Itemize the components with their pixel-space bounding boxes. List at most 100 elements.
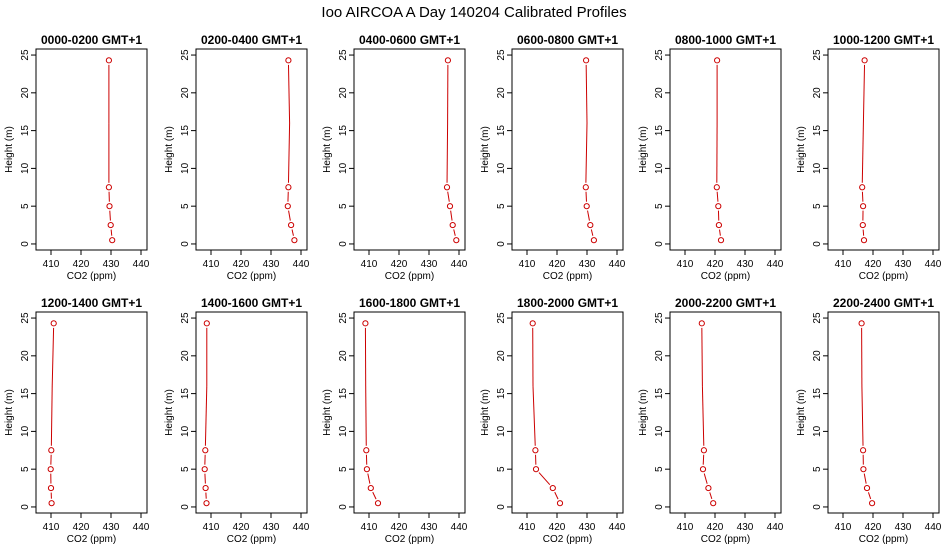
y-tick-label: 10 bbox=[812, 162, 823, 174]
x-axis-label: CO2 (ppm) bbox=[67, 271, 116, 282]
y-tick-label: 25 bbox=[654, 49, 665, 61]
x-axis-label: CO2 (ppm) bbox=[859, 271, 908, 282]
series-segment bbox=[287, 123, 291, 183]
y-tick-label: 20 bbox=[496, 87, 507, 99]
y-tick-label: 5 bbox=[654, 203, 665, 209]
panel-title: 1800-2000 GMT+1 bbox=[517, 296, 618, 310]
x-tick-label: 430 bbox=[579, 522, 596, 533]
x-tick-label: 420 bbox=[549, 259, 566, 270]
y-tick-label: 5 bbox=[338, 466, 349, 472]
y-tick-label: 5 bbox=[180, 203, 191, 209]
data-point bbox=[860, 447, 867, 454]
series-segment bbox=[703, 473, 708, 484]
y-tick-label: 0 bbox=[180, 241, 191, 247]
series-segment bbox=[447, 191, 450, 202]
series-segment bbox=[287, 64, 291, 124]
data-point bbox=[714, 57, 721, 64]
data-point bbox=[105, 57, 113, 64]
data-point bbox=[710, 500, 717, 507]
y-tick-label: 0 bbox=[338, 241, 349, 247]
data-point bbox=[715, 203, 722, 210]
x-tick-label: 410 bbox=[203, 259, 220, 270]
data-point bbox=[47, 484, 55, 492]
x-tick-label: 430 bbox=[421, 522, 438, 533]
series-segment bbox=[538, 472, 551, 486]
data-point bbox=[284, 203, 291, 210]
x-tick-label: 420 bbox=[73, 259, 90, 270]
x-tick-label: 430 bbox=[737, 522, 754, 533]
data-point bbox=[858, 320, 865, 327]
y-tick-label: 10 bbox=[180, 425, 191, 437]
x-tick-label: 430 bbox=[103, 259, 120, 270]
data-point bbox=[202, 484, 209, 492]
panel-title: 1200-1400 GMT+1 bbox=[41, 296, 142, 310]
figure-title: Ioo AIRCOA A Day 140204 Calibrated Profi… bbox=[321, 4, 626, 21]
series-segment bbox=[50, 386, 53, 446]
x-tick-label: 440 bbox=[293, 522, 310, 533]
y-tick-label: 25 bbox=[20, 312, 31, 324]
y-tick-label: 20 bbox=[654, 87, 665, 99]
y-tick-label: 5 bbox=[654, 466, 665, 472]
plot-frame bbox=[827, 48, 940, 251]
panel-title: 1000-1200 GMT+1 bbox=[833, 33, 934, 47]
y-tick-label: 25 bbox=[812, 312, 823, 324]
y-axis-label: Height (m) bbox=[4, 389, 15, 436]
x-tick-label: 420 bbox=[707, 522, 724, 533]
x-axis-label: CO2 (ppm) bbox=[385, 271, 434, 282]
data-point bbox=[107, 221, 114, 229]
data-point bbox=[285, 57, 292, 64]
x-axis-label: CO2 (ppm) bbox=[227, 534, 276, 545]
y-axis-label: Height (m) bbox=[638, 126, 649, 173]
y-tick-label: 15 bbox=[496, 125, 507, 137]
series-segment bbox=[291, 229, 294, 236]
x-tick-label: 410 bbox=[43, 522, 60, 533]
x-tick-label: 440 bbox=[609, 522, 626, 533]
x-tick-label: 420 bbox=[233, 522, 250, 533]
x-tick-label: 410 bbox=[677, 259, 694, 270]
plot-frame bbox=[353, 311, 466, 514]
x-tick-label: 440 bbox=[925, 259, 942, 270]
data-point bbox=[449, 221, 456, 229]
x-axis-label: CO2 (ppm) bbox=[67, 534, 116, 545]
y-tick-label: 25 bbox=[180, 312, 191, 324]
data-point bbox=[106, 203, 113, 210]
y-tick-label: 25 bbox=[180, 49, 191, 61]
data-point bbox=[582, 184, 589, 191]
x-tick-label: 420 bbox=[73, 522, 90, 533]
data-point bbox=[48, 500, 55, 507]
data-point bbox=[713, 184, 720, 191]
panel-3: 0400-0600 GMT+1 410 420 430 440 0 5 10 15 20 25 CO2… bbox=[322, 33, 468, 282]
x-tick-label: 430 bbox=[737, 259, 754, 270]
y-tick-label: 15 bbox=[20, 388, 31, 400]
data-point bbox=[105, 184, 113, 191]
y-tick-label: 5 bbox=[338, 203, 349, 209]
x-tick-label: 420 bbox=[391, 259, 408, 270]
data-point bbox=[291, 237, 298, 244]
panel-title: 2000-2200 GMT+1 bbox=[675, 296, 776, 310]
data-point bbox=[698, 320, 705, 327]
x-tick-label: 420 bbox=[549, 522, 566, 533]
plot-frame bbox=[827, 311, 940, 514]
data-point bbox=[443, 184, 451, 191]
y-axis-label: Height (m) bbox=[4, 126, 15, 173]
panel-2: 0200-0400 GMT+1 410 420 430 440 0 5 10 15 20 25 CO2… bbox=[164, 33, 310, 282]
y-tick-label: 0 bbox=[338, 504, 349, 510]
x-tick-label: 440 bbox=[925, 522, 942, 533]
y-tick-label: 0 bbox=[812, 504, 823, 510]
series-segment bbox=[367, 473, 371, 484]
panel-title: 0200-0400 GMT+1 bbox=[201, 33, 302, 47]
y-tick-label: 10 bbox=[20, 162, 31, 174]
series-segment bbox=[372, 491, 377, 500]
data-point bbox=[201, 466, 208, 473]
x-axis-label: CO2 (ppm) bbox=[227, 271, 276, 282]
x-tick-label: 430 bbox=[421, 259, 438, 270]
y-tick-label: 10 bbox=[338, 425, 349, 437]
y-tick-label: 5 bbox=[496, 203, 507, 209]
x-axis-label: CO2 (ppm) bbox=[543, 534, 592, 545]
series-segment bbox=[590, 229, 594, 236]
data-point bbox=[699, 466, 707, 473]
data-point bbox=[203, 320, 210, 327]
x-axis-label: CO2 (ppm) bbox=[701, 534, 750, 545]
series-segment bbox=[446, 123, 449, 183]
